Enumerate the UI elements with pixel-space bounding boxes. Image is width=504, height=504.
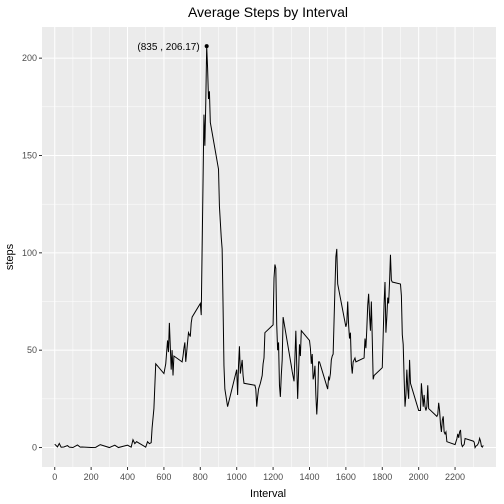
major-gridlines	[42, 27, 496, 467]
x-tick-labels: 0 200 400 600 800 1000 1200 1400 1600 1800 2000 220…	[52, 472, 465, 482]
plot-panel	[42, 27, 496, 467]
x-tick-label: 1600	[336, 472, 356, 482]
x-tick-label: 1800	[372, 472, 392, 482]
max-point-marker	[204, 44, 209, 49]
x-tick-label: 2200	[445, 472, 465, 482]
y-axis-title: steps	[4, 243, 16, 270]
x-tick-label: 1200	[263, 472, 283, 482]
x-tick-label: 1400	[299, 472, 319, 482]
x-tick-label: 0	[52, 472, 57, 482]
x-tick-label: 2000	[409, 472, 429, 482]
max-point-label: (835 , 206.17)	[137, 42, 199, 53]
minor-gridlines	[42, 27, 496, 467]
y-tick-label: 100	[22, 248, 37, 258]
series-line	[54, 46, 484, 449]
y-tick-label: 50	[27, 345, 37, 355]
x-tick-label: 1000	[227, 472, 247, 482]
x-tick-label: 800	[193, 472, 208, 482]
x-tick-label: 400	[120, 472, 135, 482]
y-tick-label: 0	[32, 443, 37, 453]
chart-title: Average Steps by Interval	[188, 4, 348, 20]
y-tick-label: 200	[22, 53, 37, 63]
x-tick-label: 600	[156, 472, 171, 482]
axis-ticks	[39, 57, 456, 470]
x-axis-title: Interval	[250, 488, 286, 500]
x-tick-label: 200	[84, 472, 99, 482]
y-tick-label: 150	[22, 150, 37, 160]
y-tick-labels: 0 50 100 150 200	[22, 53, 37, 452]
